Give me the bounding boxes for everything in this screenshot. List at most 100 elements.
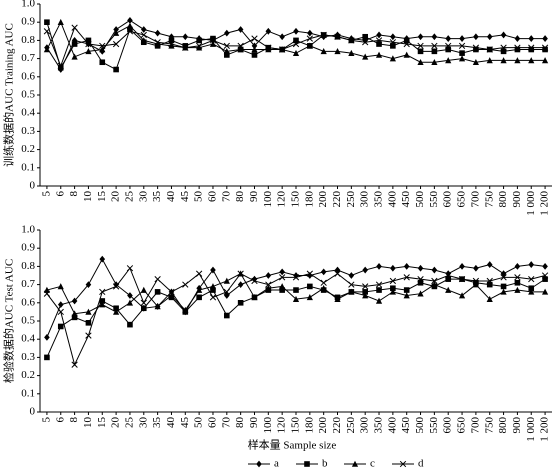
x-tick-label: 70 [220,417,232,429]
y-tick-label: 0 [30,180,36,192]
point [292,274,300,281]
point [251,35,258,42]
x-tick-label: 5 [40,417,52,423]
point [390,33,396,41]
x-tick-label: 1 200 [539,417,551,442]
point [459,263,465,270]
x-tick-label: 700 [469,417,481,434]
point [306,35,313,42]
point [514,274,521,281]
point [57,301,64,309]
point [195,270,203,277]
point [458,292,466,299]
point [140,37,147,44]
x-tick-label: 20 [110,191,122,203]
point [209,283,217,290]
x-tick-label: 500 [414,191,426,208]
point [209,37,217,44]
x-tick-label: 120 [276,191,288,208]
point [528,275,535,283]
point [237,300,244,306]
x-tick-label: 10 [82,417,94,429]
point [237,281,244,288]
x-tick-label: 250 [345,191,357,208]
point [376,41,382,47]
point [472,44,480,51]
point [500,44,507,51]
point [348,281,355,288]
x-tick-label: 10 [82,191,94,203]
point [127,321,133,328]
point [71,53,78,60]
point [528,46,535,53]
y-tick-label: 0.1 [21,387,35,399]
x-tick-label: 550 [428,191,440,208]
point [362,39,369,46]
point [265,44,272,51]
point [279,287,285,293]
point [486,57,493,64]
point [375,297,383,304]
point [431,42,438,50]
point [265,46,272,53]
x-tick-label: 40 [165,191,177,203]
x-tick-label: 900 [511,417,523,434]
point [112,40,120,48]
series-line [46,19,546,71]
point [292,49,300,56]
x-tick-label: 900 [511,191,523,208]
point [500,288,507,295]
point [541,288,549,295]
point [99,301,106,308]
legend-label: a [274,458,279,470]
point [44,354,50,361]
x-tick-label: 600 [442,417,454,434]
x-tick-label: 150 [290,191,302,208]
point [113,26,119,33]
point [43,290,51,297]
point [458,42,466,50]
x-tick-label: 200 [317,191,329,208]
point [445,272,452,279]
point [431,266,438,274]
point [542,35,548,42]
point [182,281,189,288]
point [334,295,341,302]
point [362,283,369,290]
point [403,263,410,270]
point [126,265,134,272]
x-tick-label: 220 [331,191,343,208]
point [431,48,438,55]
point [279,283,286,290]
point [348,49,355,56]
x-tick-label: 150 [290,417,302,434]
point [389,288,396,295]
point [85,37,92,44]
point [473,264,479,272]
point [154,275,161,283]
point [473,33,479,41]
point [126,22,134,29]
point [85,308,92,315]
point [500,283,507,290]
x-tick-label: 250 [345,417,357,434]
y-tick-label: 0 [30,406,36,418]
point [57,18,64,25]
point [43,28,51,35]
y-tick-label: 0.5 [21,315,35,327]
point [196,286,203,293]
x-tick-label: 6 [54,417,66,423]
y-axis-title: 检验数据的AUC Test AUC [2,259,16,383]
point [320,284,327,292]
x-tick-label: 15 [96,191,108,203]
point [182,33,189,41]
point [431,58,438,66]
point [307,283,313,290]
x-tick-label: 35 [151,191,163,203]
x-tick-label: 15 [96,417,108,429]
y-axis-title: 训练数据的AUC Training AUC [2,23,16,167]
x-tick-label: 650 [456,191,468,208]
point [417,290,424,297]
point [279,33,285,41]
